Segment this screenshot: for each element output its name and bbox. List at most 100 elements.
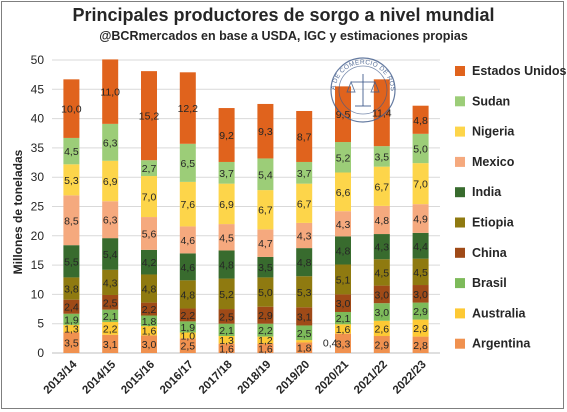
data-label-sudan: 4,5 [64, 146, 79, 158]
bar-india [412, 232, 429, 259]
bar-india [257, 256, 274, 278]
data-labels: 3,51,31,92,43,85,58,55,34,510,03,12,22,1… [61, 87, 428, 356]
data-label-mexico: 6,3 [103, 215, 118, 227]
bar-nigeria [412, 163, 429, 205]
data-label-india: 4,2 [142, 257, 157, 269]
x-tick-label: 2021/22 [352, 359, 390, 397]
bar-china [412, 285, 429, 303]
data-label-australia: 2,2 [103, 323, 118, 335]
bar-brasil [335, 311, 351, 325]
data-label-estados-unidos: 12,2 [178, 103, 199, 115]
bar-sudan [102, 123, 119, 161]
data-label-etiopia: 3,8 [64, 284, 79, 296]
bar-etiopia [412, 258, 429, 286]
bar-australia [412, 319, 429, 337]
data-label-brasil: 2,2 [258, 325, 273, 337]
bar-argentina [335, 333, 351, 353]
y-tick-label: 50 [31, 53, 45, 67]
bars [63, 59, 429, 353]
bar-china [141, 302, 157, 316]
data-label-estados-unidos: 10,0 [61, 104, 82, 116]
y-tick-label: 25 [31, 200, 45, 214]
data-label-etiopia: 5,3 [297, 287, 312, 299]
bar-nigeria [179, 181, 196, 227]
data-label-sudan: 5,0 [413, 143, 428, 155]
legend-label-india: India [472, 185, 502, 199]
bar-mexico [218, 224, 235, 251]
data-label-estados-unidos: 4,8 [413, 115, 428, 127]
bar-australia [179, 332, 196, 339]
data-label-mexico: 4,8 [374, 215, 389, 227]
legend-label-sudan: Sudan [472, 94, 510, 108]
bar-nigeria [335, 172, 351, 212]
data-label-etiopia: 4,5 [413, 267, 428, 279]
legend-label-australia: Australia [472, 306, 527, 320]
bar-brasil [141, 315, 157, 327]
data-label-india: 5,4 [103, 249, 118, 261]
legend-label-china: China [472, 246, 508, 260]
data-label-brasil: 1,8 [142, 316, 157, 328]
bar-sudan [412, 133, 429, 164]
bar-india [296, 248, 313, 277]
bar-etiopia [218, 278, 235, 310]
bar-estados-unidos [102, 59, 119, 124]
data-label-australia: 1,3 [219, 335, 234, 347]
legend: Estados Unidos Sudan Nigeria Mexico India Eti… [455, 64, 567, 351]
bar-mexico [102, 201, 119, 239]
data-label-etiopia: 4,3 [103, 277, 118, 289]
data-label-india: 4,8 [297, 257, 312, 269]
bar-estados-unidos [218, 108, 235, 162]
bar-brasil [296, 325, 313, 341]
y-axis: 0 5 10 15 20 25 30 35 40 45 50 [31, 53, 45, 360]
bar-india [335, 236, 351, 265]
x-tick-label: 2019/20 [274, 359, 312, 397]
bar-brasil [218, 323, 235, 337]
data-label-brasil: 2,1 [219, 325, 234, 337]
bar-china [63, 299, 80, 314]
y-axis-label: Millones de toneladas [11, 149, 25, 274]
legend-label-mexico: Mexico [472, 155, 515, 169]
data-label-etiopia: 4,5 [374, 267, 389, 279]
data-label-estados-unidos: 9,3 [258, 126, 273, 138]
bar-etiopia [296, 276, 313, 308]
bar-brasil [102, 309, 119, 322]
bar-argentina [218, 343, 235, 353]
bar-india [63, 245, 80, 278]
legend-label-brasil: Brasil [472, 276, 507, 290]
data-label-brasil: 1,9 [64, 314, 79, 326]
data-label-australia: 1,2 [258, 335, 273, 347]
data-label-etiopia: 5,1 [336, 274, 351, 286]
x-tick-label: 2014/15 [80, 358, 118, 396]
bar-mexico [373, 205, 390, 235]
y-tick-label: 40 [31, 112, 45, 126]
legend-swatch-india [455, 187, 465, 198]
bar-nigeria [296, 183, 313, 223]
bar-australia [102, 321, 119, 335]
bar-sudan [257, 158, 274, 191]
data-label-sudan: 5,4 [258, 169, 273, 181]
data-label-estados-unidos: 9,2 [219, 130, 234, 142]
data-label-argentina: 3,3 [336, 338, 351, 350]
data-label-china: 3,0 [336, 298, 351, 310]
data-label-australia: 1,6 [142, 326, 157, 338]
legend-label-etiopia: Etiopia [472, 216, 515, 230]
data-label-nigeria: 7,6 [180, 199, 195, 211]
data-label-argentina: 2,9 [374, 340, 389, 352]
bar-australia [257, 336, 274, 344]
bar-sudan [141, 160, 157, 177]
data-label-sudan: 3,5 [374, 151, 389, 163]
data-label-nigeria: 7,0 [413, 179, 428, 191]
bar-argentina [296, 342, 313, 353]
y-tick-label: 30 [31, 170, 45, 184]
bar-china [296, 307, 313, 326]
data-label-estados-unidos: 15,2 [139, 111, 160, 123]
bar-mexico [335, 211, 351, 237]
legend-swatch-china [455, 247, 465, 258]
bar-etiopia [63, 277, 80, 300]
bar-estados-unidos [335, 86, 351, 143]
data-label-brasil: 2,1 [103, 311, 118, 323]
data-label-nigeria: 6,7 [297, 198, 312, 210]
bar-brasil [179, 321, 196, 333]
bar-mexico [412, 204, 429, 233]
data-label-sudan: 6,3 [103, 137, 118, 149]
